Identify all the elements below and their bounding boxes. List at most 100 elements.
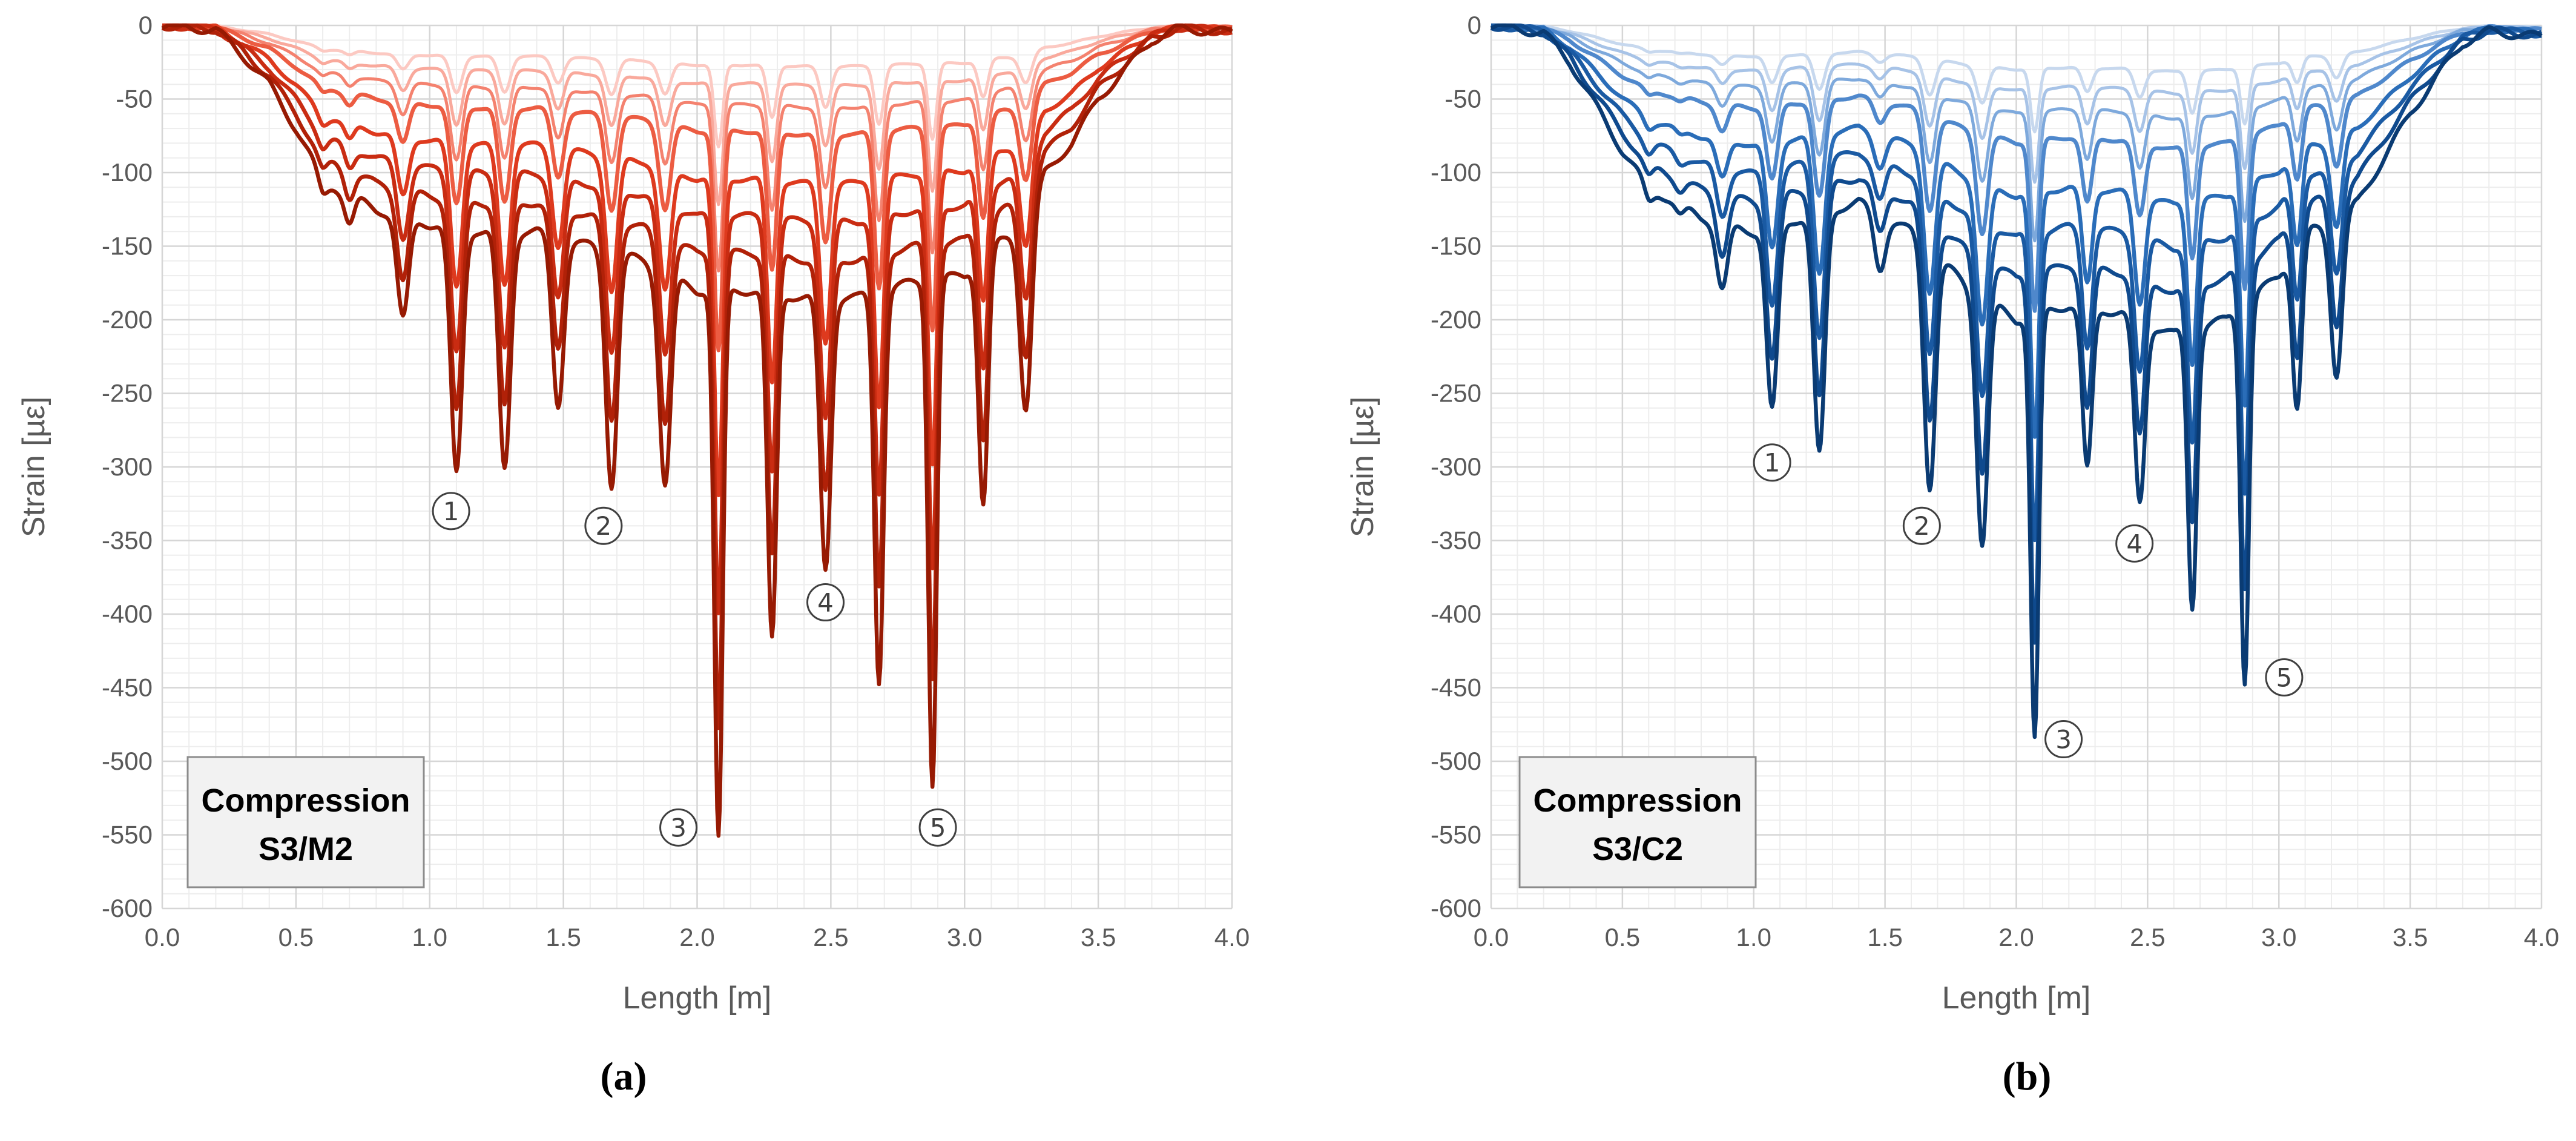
series-line-L1 <box>1491 24 2542 134</box>
marker-circle <box>2265 658 2304 696</box>
y-tick-label: 0 <box>1468 11 1481 39</box>
chart-a-svg: 0 -50 -100 -150 -200 -250 -300 -350 -400 -450 -500… <box>16 11 1250 1016</box>
x-tick-label: 1.0 <box>1736 923 1771 951</box>
marker-circle <box>2044 720 2083 759</box>
grid-b <box>1490 24 2543 910</box>
x-tick-label: 1.0 <box>412 923 447 951</box>
y-tick-label: -350 <box>102 526 153 555</box>
series-line-L4 <box>161 23 1233 352</box>
marker-label: 1 <box>443 497 460 526</box>
annotation-box <box>186 756 425 888</box>
series-line-L7 <box>161 23 1233 730</box>
marker-circle <box>432 492 470 531</box>
x-tick-label: 3.5 <box>1081 923 1116 951</box>
marker-circle <box>584 506 623 545</box>
x-axis-title: Length [m] <box>1942 981 2091 1016</box>
y-tick-label: -400 <box>1431 600 1481 628</box>
series-line-L2 <box>162 24 1233 207</box>
y-tick-label: -550 <box>102 821 153 849</box>
y-tick-label: 0 <box>139 11 153 39</box>
annotation-line-2: S3/M2 <box>259 831 353 867</box>
chart-b-svg: 0 -50 -100 -150 -200 -250 -300 -350 -400 -450 -500… <box>1345 11 2559 1016</box>
x-tick-label: 0.5 <box>278 923 314 951</box>
marker-1: 1 <box>432 492 470 531</box>
y-tick-label: -600 <box>102 894 153 922</box>
marker-circle <box>918 808 957 847</box>
annotation-box <box>1518 756 1757 888</box>
x-tick-label: 1.5 <box>545 923 581 951</box>
y-tick-label: -100 <box>102 158 153 187</box>
y-tick-label: -150 <box>102 232 153 260</box>
y-tick-label: -350 <box>1431 526 1481 555</box>
marker-label: 4 <box>817 588 834 618</box>
series-line-L4 <box>1490 23 2543 313</box>
y-tick-label: -450 <box>102 673 153 702</box>
series-line-L6 <box>161 23 1233 615</box>
marker-4: 4 <box>806 583 845 622</box>
annotation-line-2: S3/C2 <box>1592 831 1683 867</box>
y-tick-label: -250 <box>1431 379 1481 408</box>
y-tick-label: -500 <box>102 747 153 775</box>
y-tick-label: -100 <box>1431 158 1481 187</box>
marker-circle <box>659 808 698 847</box>
x-tick-label: 0.5 <box>1605 923 1640 951</box>
series-line-L6 <box>1490 23 2543 543</box>
series-line-L3 <box>162 24 1233 273</box>
marker-circle <box>1753 443 1791 482</box>
x-tick-label: 3.0 <box>947 923 982 951</box>
series-line-L7 <box>1490 23 2543 645</box>
y-tick-label: -300 <box>102 452 153 481</box>
marker-label: 1 <box>1764 448 1780 478</box>
y-tick-label: -200 <box>102 305 153 334</box>
y-tick-label: -400 <box>102 600 153 628</box>
marker-5: 5 <box>918 808 957 847</box>
y-tick-label: -550 <box>1431 821 1481 849</box>
annotation-line-1: Compression <box>201 782 410 819</box>
y-tick-label: -50 <box>1444 85 1481 113</box>
series-line-L5 <box>1490 23 2543 439</box>
marker-label: 3 <box>670 813 687 842</box>
marker-1: 1 <box>1753 443 1791 482</box>
marker-2: 2 <box>1902 506 1941 545</box>
series-line-L1 <box>162 24 1233 148</box>
series-line-L8 <box>161 23 1233 838</box>
marker-3: 3 <box>2044 720 2083 759</box>
x-tick-label: 0.0 <box>1474 923 1509 951</box>
panel-label-a: (a) <box>600 1054 647 1099</box>
y-tick-label: -450 <box>1431 673 1481 702</box>
marker-label: 5 <box>2276 663 2293 692</box>
marker-label: 2 <box>1914 511 1930 541</box>
marker-label: 3 <box>2055 725 2072 755</box>
series-line-L2 <box>1491 24 2542 184</box>
x-tick-label: 2.0 <box>679 923 714 951</box>
y-tick-label: -200 <box>1431 305 1481 334</box>
marker-4: 4 <box>2115 524 2154 563</box>
chart-panel-b: 0 -50 -100 -150 -200 -250 -300 -350 -400 -450 -500… <box>1288 0 2576 1141</box>
y-tick-label: -50 <box>116 85 153 113</box>
series-group-b <box>1490 23 2543 739</box>
series-line-L3 <box>1491 24 2542 243</box>
x-tick-label: 3.0 <box>2261 923 2296 951</box>
x-tick-label: 4.0 <box>2524 923 2559 951</box>
y-tick-label: -300 <box>1431 452 1481 481</box>
panel-label-b: (b) <box>2002 1054 2052 1099</box>
marker-circle <box>806 583 845 622</box>
marker-label: 4 <box>2126 529 2143 558</box>
y-tick-label: -150 <box>1431 232 1481 260</box>
y-tick-label: -600 <box>1431 894 1481 922</box>
grid-a <box>161 24 1233 910</box>
x-tick-label: 2.0 <box>1998 923 2034 951</box>
series-line-L5 <box>161 23 1233 497</box>
annotation-line-1: Compression <box>1533 782 1742 819</box>
y-tick-label: -500 <box>1431 747 1481 775</box>
x-axis-title: Length [m] <box>623 981 772 1016</box>
marker-2: 2 <box>584 506 623 545</box>
x-tick-label: 1.5 <box>1867 923 1902 951</box>
y-axis-title: Strain [µε] <box>16 397 51 537</box>
x-tick-label: 3.5 <box>2393 923 2428 951</box>
y-axis-title: Strain [µε] <box>1345 397 1380 537</box>
x-tick-label: 2.5 <box>813 923 848 951</box>
x-tick-label: 2.5 <box>2130 923 2165 951</box>
y-tick-label: -250 <box>102 379 153 408</box>
series-line-L8 <box>1490 23 2543 739</box>
